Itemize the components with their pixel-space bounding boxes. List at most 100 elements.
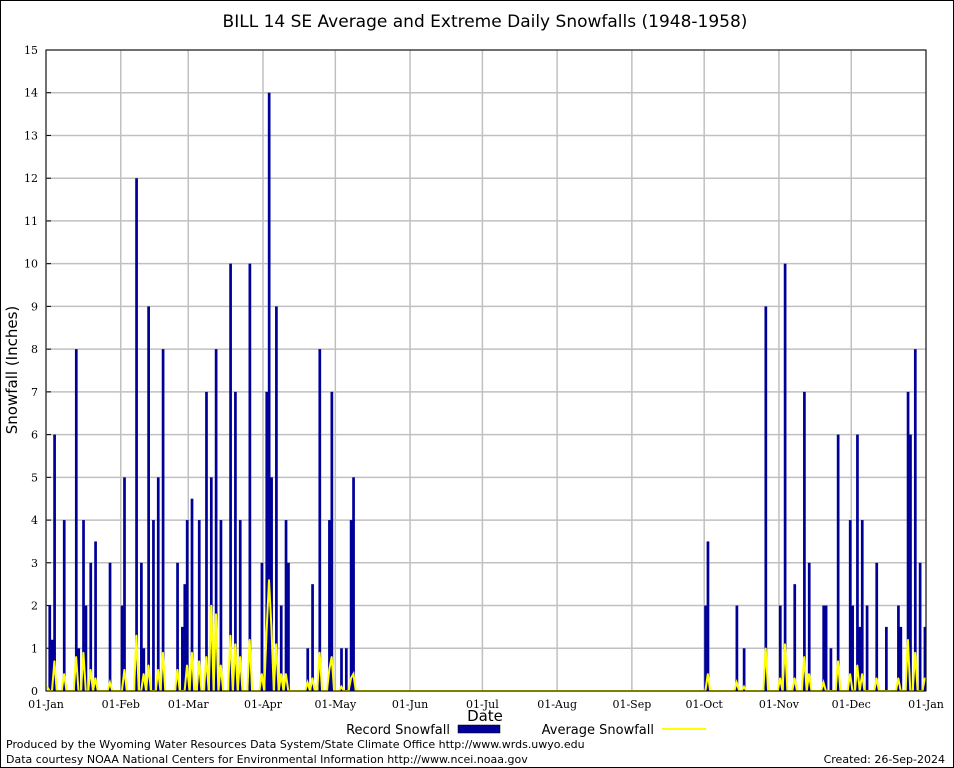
record-bar (822, 605, 826, 691)
average-point (707, 673, 709, 675)
average-point (75, 656, 77, 658)
footer-produced: Produced by the Wyoming Water Resources … (6, 738, 585, 751)
average-point (260, 673, 263, 675)
x-tick-label: 01-Apr (244, 698, 283, 711)
average-point (186, 664, 188, 667)
record-bar (229, 263, 232, 691)
legend-record-swatch (457, 724, 501, 734)
y-tick-label: 9 (31, 300, 38, 313)
record-bar (142, 648, 146, 691)
average-point (280, 673, 282, 675)
record-bar (851, 605, 854, 691)
y-tick-label: 15 (24, 44, 38, 57)
average-point (784, 643, 786, 645)
record-bar (77, 648, 81, 691)
average-point (735, 681, 738, 684)
average-point (822, 681, 825, 684)
average-point (808, 673, 810, 675)
y-tick-label: 6 (31, 429, 38, 442)
footer-created: Created: 26-Sep-2024 (824, 753, 945, 766)
record-bar (897, 605, 900, 691)
x-tick-labels: 01-Jan 01-Feb 01-Mar 01-Apr 01-May 01-Jun 01-J… (28, 698, 944, 711)
footer-courtesy: Data courtesy NOAA National Centers for … (6, 753, 528, 766)
y-tick-label: 3 (31, 557, 38, 570)
record-bar (265, 391, 269, 691)
legend-record-label: Record Snowfall (346, 723, 450, 738)
average-point (234, 643, 237, 645)
record-bar (185, 520, 189, 691)
record-bar (848, 520, 852, 691)
average-point (849, 673, 851, 675)
average-point (82, 651, 85, 654)
record-bar (906, 391, 910, 691)
record-bar (899, 626, 903, 691)
record-bar (829, 648, 833, 691)
record-bar (94, 541, 97, 691)
record-bar (918, 562, 922, 691)
average-point (318, 651, 321, 654)
x-tick-label: 01-Sep (612, 698, 651, 711)
record-bar (807, 562, 811, 691)
average-point (109, 681, 111, 684)
record-bar (885, 626, 888, 691)
record-bar (913, 349, 917, 691)
average-point (176, 668, 179, 671)
record-bar (909, 434, 912, 691)
average-point (265, 630, 268, 632)
record-bar (856, 434, 859, 691)
average-point (350, 677, 352, 679)
record-bar (328, 520, 331, 691)
average-point (142, 673, 145, 675)
x-tick-label: 01-Dec (832, 698, 871, 711)
record-bar (219, 520, 223, 691)
average-point (219, 664, 222, 667)
record-bar (260, 562, 264, 691)
record-bar (318, 349, 322, 691)
record-bar (190, 498, 194, 691)
record-bar (267, 92, 271, 691)
y-axis-label: Snowfall (Inches) (3, 306, 21, 434)
record-bar (108, 562, 112, 691)
average-point (907, 638, 909, 641)
x-tick-label: 01-Nov (759, 698, 800, 711)
record-bar (287, 562, 290, 691)
record-bar (53, 434, 56, 691)
average-point (764, 647, 767, 650)
average-point (328, 668, 331, 671)
average-point (340, 685, 343, 688)
x-tick-label: 01-Mar (168, 698, 210, 711)
record-bar (183, 584, 187, 691)
y-tick-label: 1 (31, 642, 38, 655)
average-point (89, 668, 92, 671)
average-point (205, 656, 208, 658)
record-bar (778, 605, 782, 691)
record-bar (197, 520, 201, 691)
record-bar (48, 605, 52, 691)
record-bar (84, 605, 88, 691)
record-bar (706, 541, 710, 691)
average-point (46, 685, 49, 688)
x-tick-label: 01-May (314, 698, 357, 711)
record-bar (279, 605, 283, 691)
average-point (135, 634, 138, 637)
average-point (861, 673, 863, 675)
record-bar (735, 605, 739, 691)
average-point (248, 638, 251, 641)
record-bar (181, 626, 184, 691)
x-tick-label: 01-Aug (537, 698, 577, 711)
record-bar (120, 605, 124, 691)
record-bar (140, 562, 143, 691)
record-bar (704, 605, 707, 691)
average-point (285, 673, 287, 675)
record-bar (62, 520, 66, 691)
record-bar (783, 263, 787, 691)
y-tick-label: 8 (31, 343, 38, 356)
record-bar (352, 477, 355, 691)
record-bar (875, 562, 879, 691)
record-bar (238, 520, 242, 691)
record-bar (89, 562, 93, 691)
record-bar (152, 520, 155, 691)
record-bar (82, 520, 85, 691)
average-point (162, 651, 164, 654)
average-point (914, 651, 916, 654)
